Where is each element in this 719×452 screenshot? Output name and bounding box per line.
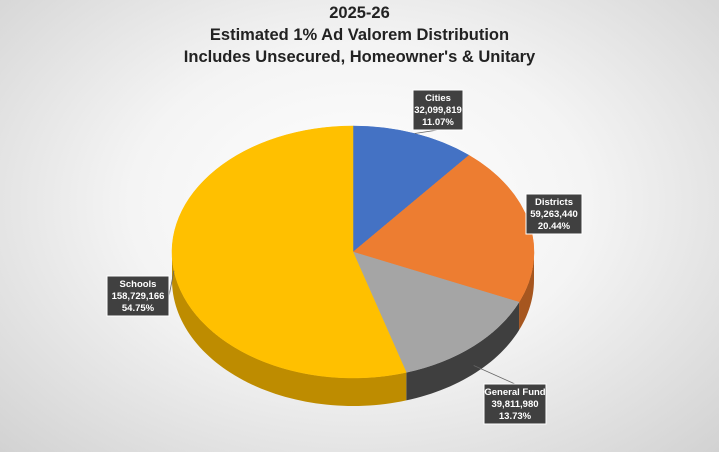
callout-percent: 20.44% (538, 221, 571, 232)
leader-line (473, 365, 516, 385)
callout-category: Cities (425, 93, 451, 104)
callout-value: 158,729,166 (112, 291, 165, 302)
leader-line (168, 270, 175, 297)
pie-top-layer (171, 125, 535, 379)
callout-box (412, 89, 464, 131)
callout-category: General Fund (484, 387, 545, 398)
pie-slice-general-fund (352, 251, 520, 373)
callout-value: 32,099,819 (414, 105, 462, 116)
callout-box (106, 275, 170, 317)
pie-side-districts (519, 252, 534, 331)
chart-title-line-2: Estimated 1% Ad Valorem Distribution (209, 26, 510, 44)
callout-percent: 54.75% (122, 303, 155, 314)
callout-category: Districts (535, 197, 573, 208)
pie-slice-cities (352, 125, 470, 253)
callout-category: Schools (120, 279, 157, 290)
callout-box (525, 193, 583, 235)
pie-side-schools (172, 252, 407, 406)
callout-value: 59,263,440 (530, 209, 578, 220)
callout-value: 39,811,980 (491, 399, 538, 410)
pie-side-general-fund (406, 302, 520, 401)
callout-percent: 13.73% (499, 411, 532, 422)
chart-title-line-1: 2025-26 (329, 4, 390, 22)
chart-title-line-3: Includes Unsecured, Homeowner's & Unitar… (183, 48, 536, 66)
pie-depth-layer (172, 252, 534, 406)
callout-box (483, 383, 547, 425)
callout-percent: 11.07% (422, 117, 454, 128)
leader-line (414, 129, 439, 134)
